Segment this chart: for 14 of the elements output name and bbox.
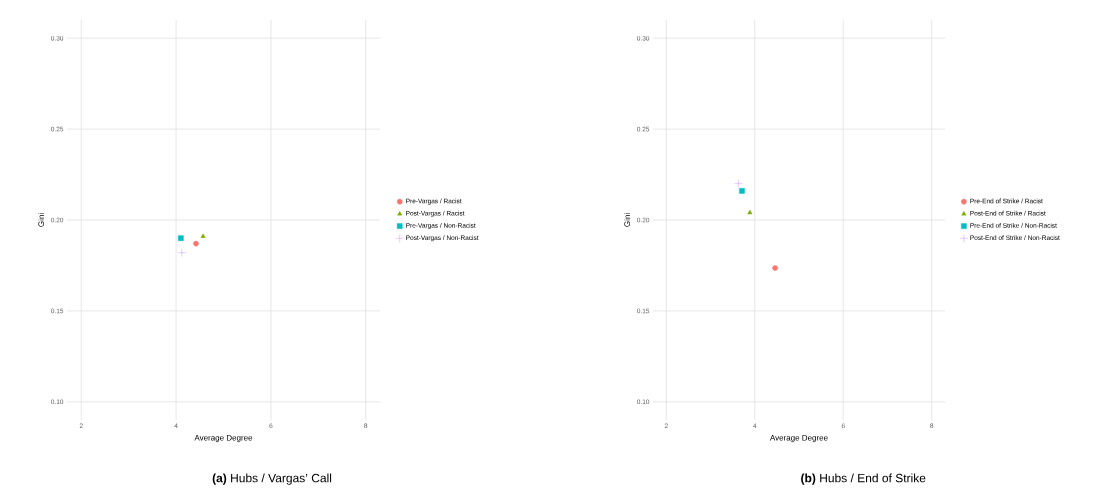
y-axis-title: Gini [624,213,630,227]
point [193,240,199,247]
y-axis-title: Gini [38,213,44,227]
text: (a) Hubs / Vargas’ Call [212,473,332,485]
text: (b) Hubs / End of Strike [801,473,926,485]
point [739,188,745,194]
point [177,248,186,257]
x-axis-title: Average Degree [769,434,828,443]
point [734,179,743,188]
point [772,265,778,271]
point [747,209,753,215]
point [178,235,184,241]
x-axis-title: Average Degree [194,434,253,443]
point [200,233,206,238]
